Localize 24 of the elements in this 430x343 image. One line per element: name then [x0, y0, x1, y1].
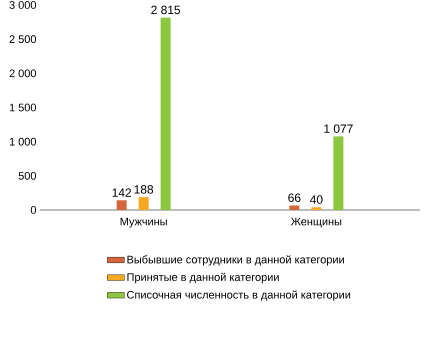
bar — [116, 200, 127, 210]
data-label: 142 — [112, 188, 132, 197]
data-label: 66 — [288, 194, 300, 202]
data-label: 188 — [134, 185, 154, 194]
y-tick-label: 2 000 — [10, 69, 36, 78]
y-tick-label: 3 000 — [9, 1, 36, 9]
legend-label: Выбывшие сотрудники в данной категории — [127, 255, 344, 266]
y-tick-label: 0 — [30, 206, 36, 214]
y-tick-label: 1 500 — [10, 104, 36, 112]
y-tick-label: 2 500 — [10, 35, 36, 44]
bar — [289, 205, 300, 210]
y-tick-label: 1 000 — [10, 138, 36, 146]
legend-label: Списочная численность в данной категории — [127, 290, 350, 301]
data-label: 40 — [310, 195, 323, 204]
data-label: 1 077 — [324, 124, 353, 133]
bar — [160, 18, 171, 210]
bar — [138, 197, 149, 210]
legend-label: Принятые в данной категории — [127, 272, 279, 284]
x-tick-label: Женщины — [290, 218, 342, 228]
bar — [333, 136, 344, 210]
data-label: 2 815 — [151, 6, 180, 14]
bar — [311, 207, 322, 210]
x-tick-label: Мужчины — [120, 218, 167, 228]
y-tick-label: 500 — [18, 172, 36, 180]
